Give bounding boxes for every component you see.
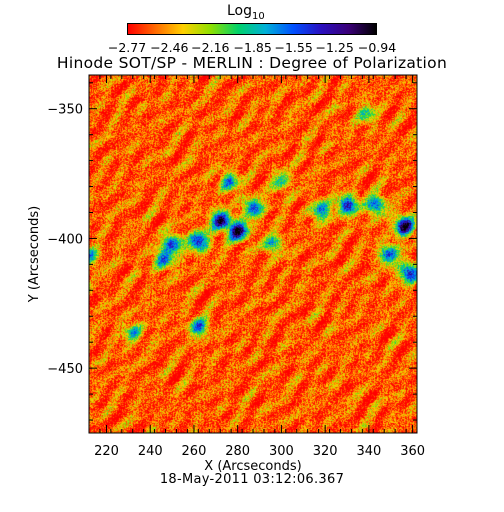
x-tick-label: 220: [94, 444, 119, 459]
x-tick-label: 360: [400, 444, 425, 459]
y-tick-label: −400: [47, 232, 83, 247]
x-tick-label: 280: [225, 444, 250, 459]
x-tick-label: 240: [138, 444, 163, 459]
date-label: 18-May-2011 03:12:06.367: [159, 472, 345, 487]
colorbar: [127, 23, 377, 35]
y-tick-label: −450: [47, 362, 83, 377]
y-tick-label: −350: [47, 103, 83, 118]
x-tick-label: 320: [313, 444, 338, 459]
x-tick-label: 300: [269, 444, 294, 459]
heatmap-image: [89, 75, 417, 433]
colorbar-title: Log10: [227, 3, 265, 22]
colorbar-tick-label: −2.77: [107, 40, 147, 55]
chart-title: Hinode SOT/SP - MERLIN : Degree of Polar…: [56, 54, 448, 72]
x-tick-label: 340: [356, 444, 381, 459]
x-tick-label: 260: [182, 444, 207, 459]
colorbar-tick-label: −2.16: [191, 40, 230, 55]
colorbar-tick-label: −1.25: [315, 40, 354, 55]
colorbar-tick-label: −2.46: [150, 40, 189, 55]
colorbar-tick-label: −1.55: [274, 40, 313, 55]
x-axis-label: X (Arcseconds): [204, 459, 301, 474]
colorbar-tick-label: −0.94: [357, 40, 397, 55]
y-axis-label: Y (Arcseconds): [27, 206, 42, 303]
colorbar-tick-label: −1.85: [233, 40, 272, 55]
